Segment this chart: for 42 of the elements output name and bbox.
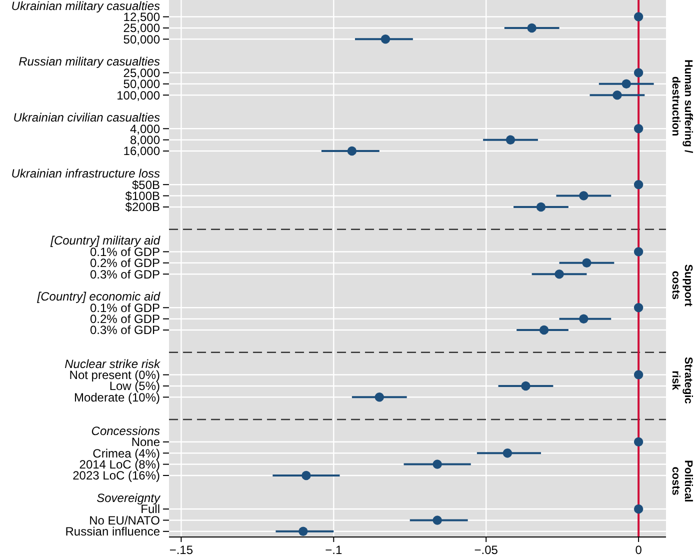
point <box>432 460 442 469</box>
text: Human suffering / destruction <box>670 60 694 154</box>
y-tick-label: Russian influence <box>65 524 160 539</box>
point <box>554 269 564 279</box>
text: Support costs <box>670 264 694 307</box>
y-tick-label: No EU/NATO <box>89 513 160 528</box>
x-tick-label: 0 <box>635 543 642 557</box>
point <box>521 381 530 391</box>
point <box>582 258 592 268</box>
point <box>380 34 390 44</box>
point <box>374 392 384 402</box>
point <box>579 314 588 324</box>
point <box>527 23 536 33</box>
point <box>634 180 644 190</box>
x-tick-label: −.05 <box>474 543 498 557</box>
text: Political costs <box>670 460 694 502</box>
y-tick-label: Sovereignty <box>96 491 161 506</box>
text: Strategic risk <box>670 356 694 404</box>
point <box>612 90 622 100</box>
point <box>634 370 644 380</box>
point <box>302 470 311 480</box>
point <box>634 504 644 514</box>
point <box>634 437 644 447</box>
x-tick-label: −.1 <box>325 543 342 557</box>
point <box>506 135 516 144</box>
x-tick-label: −.15 <box>169 543 194 557</box>
point <box>347 146 357 156</box>
point <box>536 202 546 212</box>
point <box>634 12 644 22</box>
y-tick-label: [Country] military aid <box>50 234 160 248</box>
point <box>298 526 308 536</box>
point <box>634 68 644 78</box>
point <box>539 325 549 335</box>
point <box>622 79 631 89</box>
point <box>579 191 588 200</box>
point <box>502 448 512 458</box>
y-tick-label: $200B <box>125 200 160 214</box>
point <box>432 516 442 525</box>
point <box>634 247 644 256</box>
y-tick-label: Concessions <box>91 424 160 438</box>
point <box>634 303 644 312</box>
point <box>634 124 644 134</box>
